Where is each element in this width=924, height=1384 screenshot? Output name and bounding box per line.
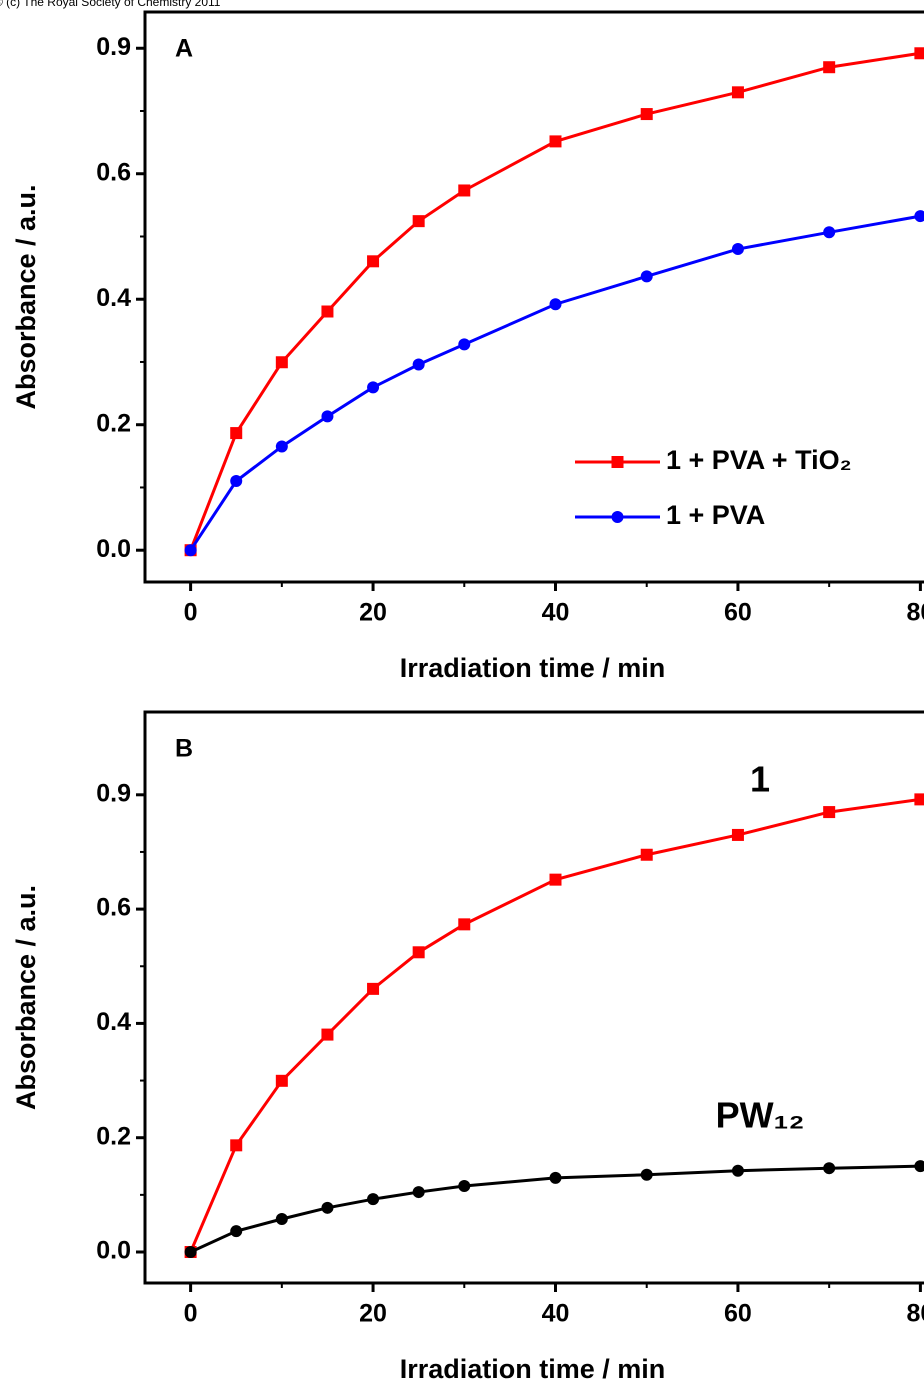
data-point [367, 255, 380, 268]
series-line [189, 1164, 921, 1254]
x-tick-label: 80 [906, 599, 924, 627]
x-tick-label: 20 [359, 599, 387, 627]
data-point [230, 1225, 243, 1238]
panel: 0 20 40 60 80 0.0 0.2 0.4 0.6 0.9 Irradiation time… [11, 710, 924, 1384]
y-axis-label: Absorbance / a.u. [11, 184, 41, 409]
y-tick-label: 0.0 [96, 1237, 131, 1265]
data-point [823, 806, 836, 819]
y-tick-label: 0.9 [96, 779, 131, 807]
data-point [275, 440, 288, 453]
header: © (c) The Royal Society of Chemistry 201… [0, 0, 221, 9]
data-point [914, 1160, 924, 1173]
legend-marker [611, 456, 624, 468]
data-point [640, 1168, 653, 1181]
data-point [367, 1193, 380, 1206]
data-point [640, 270, 653, 283]
data-point [230, 427, 243, 440]
x-axis-label: Irradiation time / min [400, 1354, 666, 1384]
y-tick-label: 0.6 [96, 894, 131, 922]
plot-frame [143, 710, 924, 1285]
data-point [275, 1074, 288, 1087]
data-point [731, 1164, 744, 1177]
data-point [549, 135, 562, 148]
y-tick-label: 0.6 [96, 158, 131, 186]
data-point [275, 1212, 288, 1225]
data-point [321, 410, 334, 423]
legend-label: 1 + PVA [666, 500, 765, 530]
data-point [321, 305, 334, 318]
data-point [914, 210, 924, 223]
y-tick-label: 0.2 [96, 409, 131, 437]
data-point [640, 108, 653, 121]
data-point [412, 946, 425, 959]
annotation: 1 [750, 759, 770, 800]
y-tick-label: 0.2 [96, 1122, 131, 1150]
data-point [275, 356, 288, 369]
data-point [731, 828, 744, 841]
data-point [458, 1179, 471, 1192]
data-point [321, 1028, 334, 1041]
panel-label: A [175, 35, 193, 63]
y-tick-label: 0.0 [96, 535, 131, 563]
data-point [184, 544, 197, 557]
data-point [184, 1246, 197, 1259]
data-point [230, 475, 243, 488]
data-point [412, 215, 425, 228]
data-point [367, 381, 380, 394]
series-line [189, 797, 921, 1253]
annotation: PW₁₂ [716, 1095, 805, 1136]
x-tick-label: 40 [542, 1300, 570, 1328]
data-point [458, 918, 471, 931]
y-tick-label: 0.9 [96, 33, 131, 61]
data-point [914, 47, 924, 60]
data-point [458, 184, 471, 197]
data-point [914, 793, 924, 806]
data-point [823, 1162, 836, 1175]
legend-label: 1 + PVA + TiO₂ [666, 445, 852, 475]
y-axis-label: Absorbance / a.u. [11, 885, 41, 1110]
y-tick-label: 0.4 [96, 1008, 131, 1036]
data-point [731, 243, 744, 256]
data-point [321, 1201, 334, 1214]
x-tick-label: 20 [359, 1300, 387, 1328]
x-tick-label: 80 [906, 1300, 924, 1328]
data-point [367, 982, 380, 995]
series-line [189, 214, 921, 552]
panel-label: B [175, 735, 193, 763]
data-point [823, 61, 836, 74]
x-tick-label: 60 [724, 599, 752, 627]
data-point [823, 226, 836, 239]
x-tick-label: 0 [184, 1300, 198, 1328]
y-tick-label: 0.4 [96, 284, 131, 312]
series-line [189, 51, 921, 551]
data-point [640, 848, 653, 861]
x-tick-label: 40 [542, 599, 570, 627]
data-point [412, 1186, 425, 1199]
data-point [549, 1171, 562, 1184]
data-point [549, 873, 562, 886]
data-point [549, 298, 562, 311]
panel: 0 20 40 60 80 0.0 0.2 0.4 0.6 0.9 Irradiation time… [11, 10, 924, 683]
x-tick-label: 60 [724, 1300, 752, 1328]
data-point [412, 358, 425, 371]
data-point [230, 1139, 243, 1152]
plot-frame [143, 10, 924, 584]
data-point [731, 86, 744, 99]
legend-marker [611, 511, 624, 523]
x-tick-label: 0 [184, 599, 198, 627]
x-axis-label: Irradiation time / min [400, 653, 666, 683]
data-point [458, 338, 471, 351]
